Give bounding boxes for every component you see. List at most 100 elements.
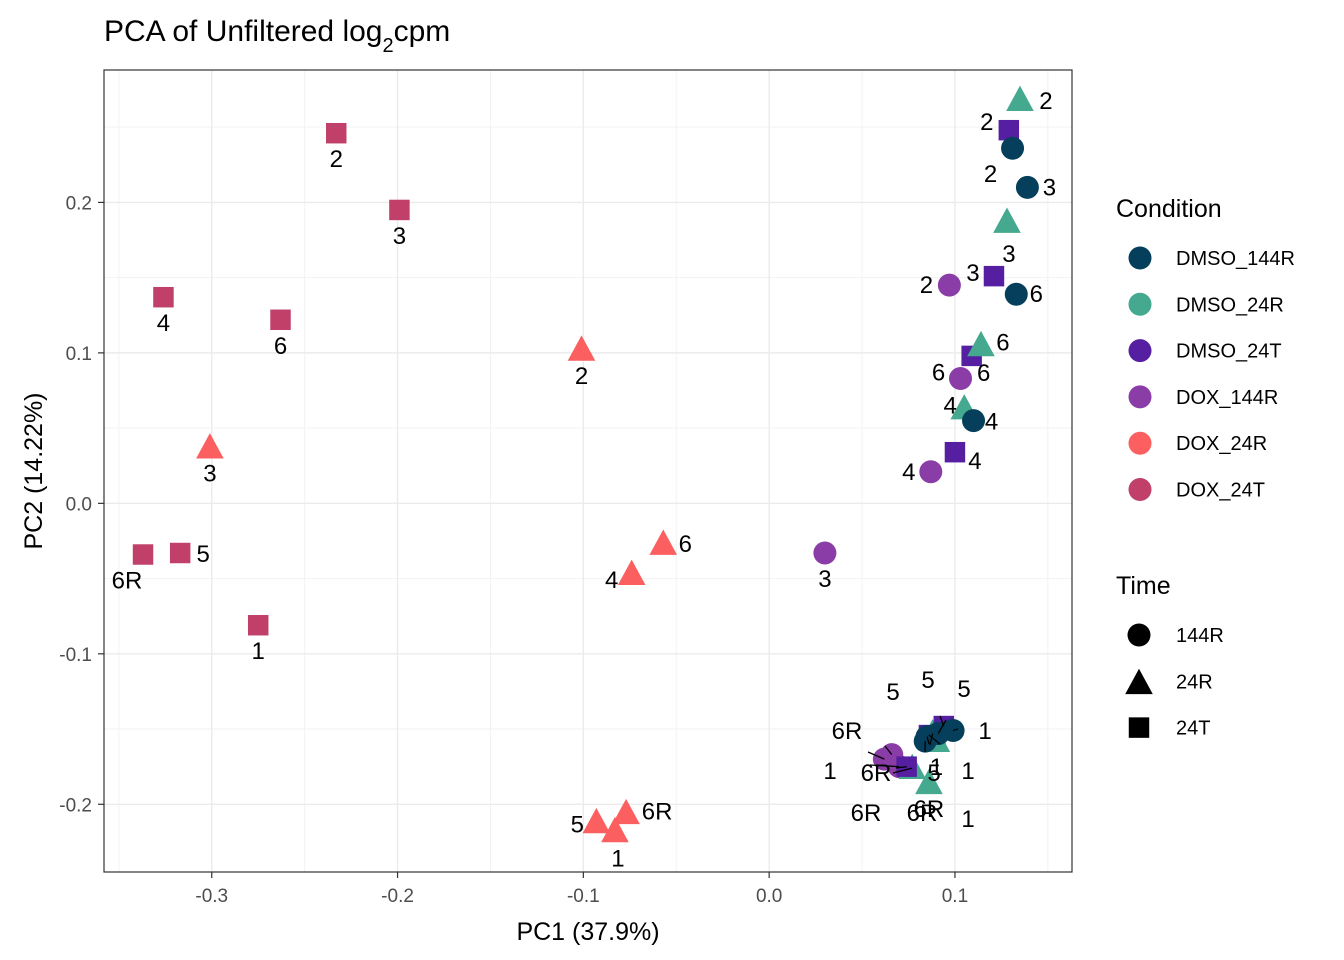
legend-label: DOX_24R [1176,433,1267,455]
point-label: 2 [1039,88,1052,115]
panel-border [103,69,1073,873]
point-dox-24t-1 [247,614,269,636]
legend-key-square [1128,717,1150,738]
point-label: 6R [851,800,882,827]
legend-key-dox-24r [1128,431,1152,455]
point-label: 5 [921,667,934,694]
point-label: 6R [907,800,938,827]
point-dmso-144r-2 [1001,136,1025,160]
point-dmso-144r-3 [1015,175,1039,199]
point-dox-24t-6r [132,544,154,565]
label-leader-line [892,767,913,774]
legend-label: DMSO_24R [1176,294,1284,316]
point-label: 2 [920,272,933,299]
point-dmso-24t-2 [998,119,1020,141]
legend: Condition DMSO_144R DMSO_24R DMSO_24T DOX_14… [1116,195,1295,740]
point-label: 1 [823,758,836,785]
point-dmso-24r-2 [1006,85,1034,111]
point-dmso-24r-3 [993,207,1021,233]
point-dox-24r-3 [196,433,224,459]
legend-key-dox-24t [1128,478,1152,501]
label-leader-line [952,728,959,732]
x-tick-label: 0.1 [942,886,968,907]
y-tick-label: -0.2 [59,795,92,816]
point-label: 6R [112,568,143,595]
point-dox-24r-5 [582,807,611,834]
legend-label: 144R [1176,625,1224,647]
legend-title-condition: Condition [1116,195,1222,223]
y-tick-label: 0.2 [66,193,92,214]
legend-label: 24T [1176,718,1210,740]
point-label: 1 [611,845,624,872]
point-dox-144r-3 [813,541,837,565]
point-label: 2 [980,109,993,136]
legend-key-circle [1127,623,1151,647]
legend-title-time: Time [1116,572,1171,600]
point-label: 3 [1002,241,1015,268]
point-dox-24r-6 [649,529,678,555]
label-leader-line [937,719,947,734]
point-label: 4 [968,448,981,475]
point-label: 1 [978,718,991,745]
point-label: 4 [944,393,957,420]
point-label: 4 [902,459,915,486]
point-label: 6 [1030,281,1043,308]
point-dmso-24t-4 [944,441,966,463]
point-label: 5 [196,541,209,568]
point-label: 3 [966,260,979,287]
point-label: 5 [886,679,899,706]
point-dox-24t-2 [326,122,347,144]
point-dmso-24t-3 [983,265,1005,287]
point-dox-24r-4 [617,559,646,585]
point-label: 2 [575,363,588,390]
x-tick-label: -0.3 [195,886,228,907]
label-leader-line [926,736,930,745]
point-dmso-144r-4 [962,409,986,433]
point-dox-24t-4 [153,286,174,308]
legend-key-dox-144r [1128,385,1152,409]
point-label: 4 [605,567,618,594]
point-label: 3 [393,223,406,250]
point-label: 2 [984,161,997,188]
y-tick-label: -0.1 [59,645,92,666]
y-tick-label: 0.0 [66,494,92,515]
grid-lines [104,70,1072,872]
point-label: 6R [642,798,673,825]
point-label: 5 [571,811,584,838]
x-tick-label: -0.2 [381,886,414,907]
x-axis-title: PC1 (37.9%) [516,918,659,946]
legend-label: DOX_144R [1176,387,1278,409]
legend-label: 24R [1176,671,1213,693]
x-tick-label: -0.1 [567,886,600,907]
point-dmso-24r-6 [967,330,995,357]
point-dox-144r-6 [949,366,973,390]
point-label: 5 [927,760,940,787]
label-leader-line [895,766,907,769]
point-dox-24t-5 [169,542,191,564]
legend-key-dmso-144r [1128,246,1152,270]
point-label: 6 [679,531,692,558]
axes: -0.3 -0.2 -0.1 0.0 0.1 -0.2 -0.1 0.0 0.1 0.2 [59,193,968,907]
x-tick-label: 0.0 [756,886,782,907]
point-dmso-24r-6r [915,768,943,795]
label-leader-line [867,751,885,760]
point-label: 6R [861,760,892,787]
label-leader-line [869,764,900,768]
point-label: 1 [961,806,974,833]
point-label: 5 [957,676,970,703]
point-label: 6 [996,329,1009,356]
point-dox-24t-3 [389,199,410,221]
point-label: 6R [832,718,863,745]
point-dmso-24t-6r [896,756,917,777]
point-label: 6R [914,796,945,823]
point-dox-144r-4 [919,460,943,484]
point-dox-24r-2 [567,335,596,361]
point-label: 1 [961,758,974,785]
legend-key-triangle [1125,668,1153,695]
point-label: 6 [932,359,945,386]
data-points [132,85,1039,843]
point-label: 3 [203,461,216,488]
legend-label: DOX_24T [1176,480,1265,502]
